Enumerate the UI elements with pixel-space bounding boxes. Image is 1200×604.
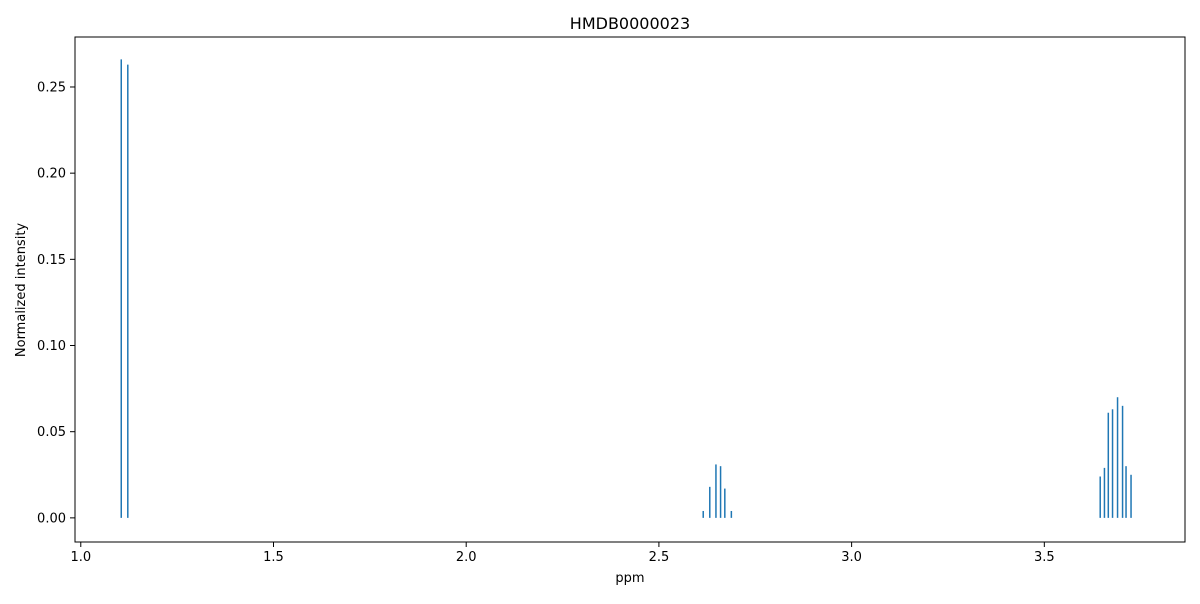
x-tick-label: 2.5 [649, 550, 670, 565]
x-tick-label: 2.0 [456, 550, 477, 565]
y-axis-label: Normalized intensity [14, 223, 29, 358]
x-axis-label: ppm [615, 571, 644, 586]
x-tick-label: 3.5 [1034, 550, 1055, 565]
y-tick-label: 0.20 [37, 167, 66, 182]
y-tick-label: 0.00 [37, 511, 66, 526]
x-tick-label: 1.0 [70, 550, 91, 565]
x-tick-label: 1.5 [263, 550, 284, 565]
x-tick-label: 3.0 [841, 550, 862, 565]
y-tick-label: 0.05 [37, 425, 66, 440]
plot-area: 1.0 1.5 2.0 2.5 3.0 3.5 0.00 0.05 0.10 0.15 0.20 0.… [37, 36, 1186, 565]
plot-frame [74, 36, 1186, 543]
y-tick-label: 0.15 [37, 253, 66, 268]
y-tick-label: 0.25 [37, 80, 66, 95]
y-tick-label: 0.10 [37, 339, 66, 354]
chart-title: HMDB0000023 [570, 14, 690, 33]
